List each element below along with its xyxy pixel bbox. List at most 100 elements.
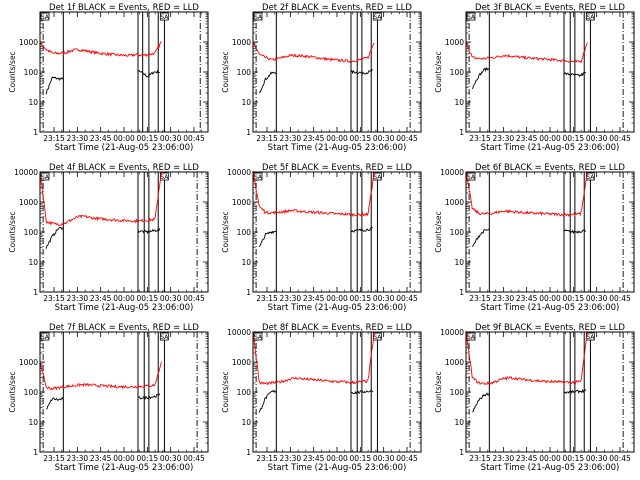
- y-tick-label: 10: [241, 98, 251, 107]
- series-lld-line: [39, 361, 162, 391]
- plot-frame: [252, 331, 422, 453]
- y-tick-label: 1: [246, 128, 251, 137]
- y-tick-label: 10: [28, 418, 38, 427]
- sa-flag-label: SA: [373, 14, 382, 21]
- x-tick-label: 00:15: [137, 294, 159, 303]
- sa-flag-label: SA: [160, 174, 169, 181]
- x-tick-label: 23:45: [303, 294, 325, 303]
- sa-flag-box: [40, 12, 50, 21]
- sa-flag-label: SA: [586, 334, 595, 341]
- series-events-line: [563, 388, 587, 395]
- x-axis-label: Start Time (21-Aug-05 23:06:00): [268, 143, 407, 153]
- x-tick-label: 00:15: [563, 294, 585, 303]
- y-axis-label: Counts/sec: [8, 371, 17, 412]
- x-tick-label: 23:30: [280, 294, 302, 303]
- series-events-line: [137, 69, 160, 78]
- y-tick-label: 1000: [232, 358, 251, 367]
- plot-det-1f: Det 1f BLACK = Events, RED = LLD 1 10 100 10…: [8, 3, 209, 153]
- y-tick-label: 10000: [227, 328, 251, 337]
- y-tick-label: 10: [241, 418, 251, 427]
- sa-flag-box: [159, 172, 169, 181]
- plot-det-2f: Det 2f BLACK = Events, RED = LLD 1 10 100 10…: [221, 3, 422, 153]
- y-tick-label: 100: [450, 68, 465, 77]
- y-tick-label: 100: [24, 68, 39, 77]
- sa-flag-label: SA: [41, 334, 50, 341]
- y-tick-label: 10000: [440, 168, 464, 177]
- x-tick-label: 23:30: [280, 134, 302, 143]
- y-tick-label: 1: [33, 448, 38, 457]
- series-events-line: [563, 71, 587, 78]
- plot-det-8f: Det 8f BLACK = Events, RED = LLD 1 10 100 10…: [221, 323, 422, 473]
- plot-title: Det 2f BLACK = Events, RED = LLD: [262, 3, 412, 13]
- sa-flag-label: SA: [586, 14, 595, 21]
- sa-flag-box: [372, 12, 382, 21]
- series-events-line: [258, 230, 277, 248]
- series-events-line: [350, 227, 373, 233]
- plot-title: Det 5f BLACK = Events, RED = LLD: [262, 163, 412, 173]
- x-tick-label: 00:30: [160, 454, 182, 463]
- series-events-line: [471, 228, 490, 247]
- x-tick-label: 00:45: [183, 454, 205, 463]
- plot-frame: [39, 331, 209, 453]
- sa-flag-box: [253, 332, 263, 341]
- x-axis-label: Start Time (21-Aug-05 23:06:00): [55, 143, 194, 153]
- x-tick-label: 00:30: [373, 454, 395, 463]
- x-tick-label: 00:45: [396, 454, 418, 463]
- plot-title: Det 6f BLACK = Events, RED = LLD: [475, 163, 625, 173]
- plot-title: Det 3f BLACK = Events, RED = LLD: [475, 3, 625, 13]
- x-tick-label: 23:45: [516, 294, 538, 303]
- y-tick-label: 1000: [445, 198, 464, 207]
- y-axis-label: Counts/sec: [221, 211, 230, 252]
- series-events-line: [137, 228, 161, 235]
- y-tick-label: 1: [459, 288, 464, 297]
- series-lld-line: [465, 41, 588, 64]
- x-tick-label: 23:45: [303, 134, 325, 143]
- plot-frame: [465, 331, 635, 453]
- plot-title: Det 9f BLACK = Events, RED = LLD: [475, 323, 625, 333]
- y-tick-label: 100: [24, 228, 39, 237]
- x-tick-label: 23:45: [303, 454, 325, 463]
- x-tick-label: 00:30: [160, 134, 182, 143]
- x-tick-label: 23:15: [256, 454, 278, 463]
- x-tick-label: 00:45: [609, 454, 631, 463]
- x-tick-label: 00:30: [586, 134, 608, 143]
- x-tick-label: 23:30: [67, 134, 89, 143]
- sa-flag-label: SA: [467, 334, 476, 341]
- x-tick-label: 00:15: [137, 134, 159, 143]
- sa-flag-label: SA: [254, 174, 263, 181]
- sa-flag-box: [585, 12, 595, 21]
- x-tick-label: 00:00: [326, 294, 348, 303]
- y-tick-label: 1000: [19, 358, 38, 367]
- plot-det-7f: Det 7f BLACK = Events, RED = LLD 1 10 100 10…: [8, 323, 209, 473]
- x-tick-label: 00:45: [396, 294, 418, 303]
- y-tick-label: 10000: [440, 328, 464, 337]
- y-tick-label: 1000: [445, 358, 464, 367]
- x-tick-label: 23:30: [67, 454, 89, 463]
- x-tick-label: 00:30: [373, 134, 395, 143]
- sa-flag-label: SA: [467, 14, 476, 21]
- series-lld-line: [252, 331, 375, 386]
- y-tick-label: 1: [459, 128, 464, 137]
- x-tick-label: 00:15: [563, 454, 585, 463]
- x-tick-label: 00:00: [113, 134, 135, 143]
- x-tick-label: 23:30: [493, 294, 515, 303]
- sa-flag-label: SA: [254, 334, 263, 341]
- y-tick-label: 10: [28, 98, 38, 107]
- y-axis-label: Counts/sec: [434, 211, 443, 252]
- plot-det-4f: Det 4f BLACK = Events, RED = LLD 1 10 100 10…: [8, 163, 209, 313]
- sa-flag-label: SA: [254, 14, 263, 21]
- y-tick-label: 1000: [232, 38, 251, 47]
- sa-flag-box: [40, 172, 50, 181]
- series-events-line: [350, 69, 374, 75]
- x-tick-label: 23:45: [90, 134, 112, 143]
- y-tick-label: 100: [237, 228, 252, 237]
- y-tick-label: 1000: [445, 38, 464, 47]
- x-tick-label: 00:45: [396, 134, 418, 143]
- plot-frame: [39, 171, 209, 293]
- y-axis-label: Counts/sec: [434, 51, 443, 92]
- x-tick-label: 00:15: [350, 294, 372, 303]
- plot-frame: [252, 11, 422, 133]
- x-tick-label: 23:45: [90, 454, 112, 463]
- y-axis-label: Counts/sec: [8, 211, 17, 252]
- series-events-line: [45, 226, 64, 249]
